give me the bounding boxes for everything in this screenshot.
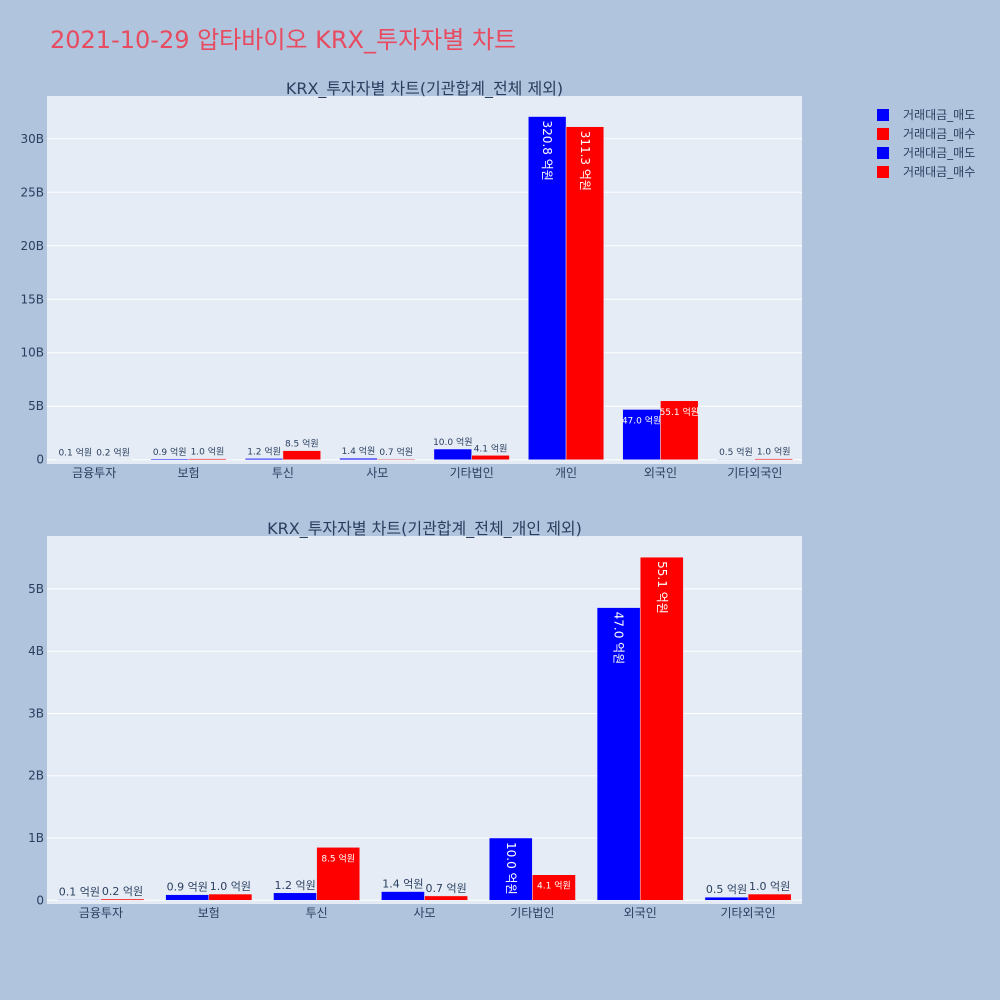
- bar: [188, 458, 227, 460]
- chart-title: KRX_투자자별 차트(기관합계_전체 제외): [286, 79, 563, 99]
- bar: [488, 837, 533, 901]
- bar: [471, 455, 510, 460]
- value-label: 10.0 억원: [504, 842, 518, 895]
- value-label: 0.1 억원: [58, 447, 92, 459]
- y-tick-label: 5B: [28, 399, 44, 413]
- y-tick-label: 30B: [20, 132, 44, 146]
- value-label: 1.4 억원: [342, 445, 376, 457]
- bar: [282, 450, 321, 460]
- value-label: 0.7 억원: [425, 882, 466, 895]
- bar: [273, 892, 317, 901]
- y-tick-label: 20B: [20, 239, 44, 253]
- y-tick-label: 25B: [20, 185, 44, 199]
- y-tick-label: 5B: [28, 582, 44, 596]
- legend-label: 거래대금_매수: [903, 165, 975, 179]
- x-tick-label: 보험: [198, 906, 220, 920]
- legend-swatch: [877, 109, 889, 121]
- y-tick-label: 1B: [28, 831, 44, 845]
- x-tick-label: 금융투자: [79, 906, 123, 920]
- bar: [316, 847, 361, 901]
- x-tick-label: 투신: [306, 906, 328, 920]
- bar: [622, 409, 661, 460]
- value-label: 0.9 억원: [167, 881, 208, 894]
- x-tick-label: 기타외국인: [727, 466, 782, 480]
- y-tick-label: 2B: [28, 769, 44, 783]
- bar: [208, 893, 253, 901]
- value-label: 1.0 억원: [749, 880, 790, 893]
- bar: [660, 400, 699, 460]
- bar: [596, 607, 641, 901]
- bar: [150, 458, 189, 460]
- y-tick-label: 0: [36, 893, 44, 907]
- value-label: 1.2 억원: [274, 879, 315, 892]
- x-tick-label: 금융투자: [72, 466, 116, 480]
- bar: [381, 891, 425, 901]
- value-label: 47.0 억원: [622, 414, 661, 426]
- value-label: 8.5 억원: [321, 852, 355, 864]
- bar: [704, 896, 749, 901]
- legend-label: 거래대금_매도: [903, 108, 975, 122]
- bar: [528, 116, 567, 460]
- value-label: 1.0 억원: [191, 446, 225, 458]
- value-label: 1.0 억원: [210, 880, 251, 893]
- legend-swatch: [877, 147, 889, 159]
- x-tick-label: 기타외국인: [720, 906, 775, 920]
- x-tick-label: 기타법인: [510, 906, 554, 920]
- legend-label: 거래대금_매도: [903, 146, 975, 160]
- x-tick-label: 기타법인: [450, 466, 494, 480]
- y-tick-label: 3B: [28, 706, 44, 720]
- bar: [639, 556, 684, 901]
- value-label: 0.9 억원: [153, 446, 187, 458]
- bar: [339, 457, 378, 460]
- x-tick-label: 사모: [413, 906, 435, 920]
- value-label: 4.1 억원: [537, 880, 571, 892]
- legend-swatch: [877, 166, 889, 178]
- value-label: 10.0 억원: [433, 436, 472, 448]
- value-label: 0.5 억원: [706, 883, 747, 896]
- value-label: 55.1 억원: [660, 406, 699, 418]
- x-tick-label: 외국인: [644, 466, 677, 480]
- legend-swatch: [877, 128, 889, 140]
- value-label: 1.4 억원: [382, 878, 423, 891]
- value-label: 320.8 억원: [540, 121, 554, 181]
- x-tick-label: 보험: [178, 466, 200, 480]
- bar: [565, 126, 605, 460]
- y-tick-label: 0: [36, 453, 44, 467]
- value-label: 55.1 억원: [655, 561, 669, 614]
- value-label: 0.2 억원: [96, 447, 130, 459]
- value-label: 0.1 억원: [59, 886, 100, 899]
- value-label: 1.0 억원: [757, 446, 791, 458]
- bar: [100, 898, 145, 901]
- plot-area: [47, 536, 802, 904]
- value-label: 0.7 억원: [379, 446, 413, 458]
- bar: [57, 899, 102, 901]
- value-label: 4.1 억원: [474, 442, 508, 454]
- value-label: 0.5 억원: [719, 446, 753, 458]
- y-tick-label: 15B: [20, 292, 44, 306]
- legend-label: 거래대금_매수: [903, 127, 975, 141]
- x-tick-label: 외국인: [624, 906, 657, 920]
- value-label: 311.3 억원: [578, 131, 592, 191]
- page-title: 2021-10-29 압타바이오 KRX_투자자별 차트: [50, 26, 516, 54]
- y-tick-label: 4B: [28, 644, 44, 658]
- x-tick-label: 투신: [272, 466, 294, 480]
- x-tick-label: 개인: [555, 466, 577, 480]
- bar: [716, 458, 756, 460]
- value-label: 0.2 억원: [102, 885, 143, 898]
- bar: [424, 895, 468, 901]
- bar: [377, 458, 416, 460]
- bar: [747, 893, 792, 901]
- bar: [244, 458, 284, 460]
- y-tick-label: 10B: [20, 346, 44, 360]
- x-tick-label: 사모: [366, 466, 388, 480]
- bar: [433, 448, 472, 460]
- bar: [165, 894, 210, 901]
- bar: [532, 874, 576, 901]
- value-label: 47.0 억원: [612, 612, 626, 665]
- value-label: 1.2 억원: [247, 445, 281, 457]
- value-label: 8.5 억원: [285, 438, 319, 450]
- bar: [754, 458, 793, 460]
- chart-title: KRX_투자자별 차트(기관합계_전체_개인 제외): [267, 519, 582, 539]
